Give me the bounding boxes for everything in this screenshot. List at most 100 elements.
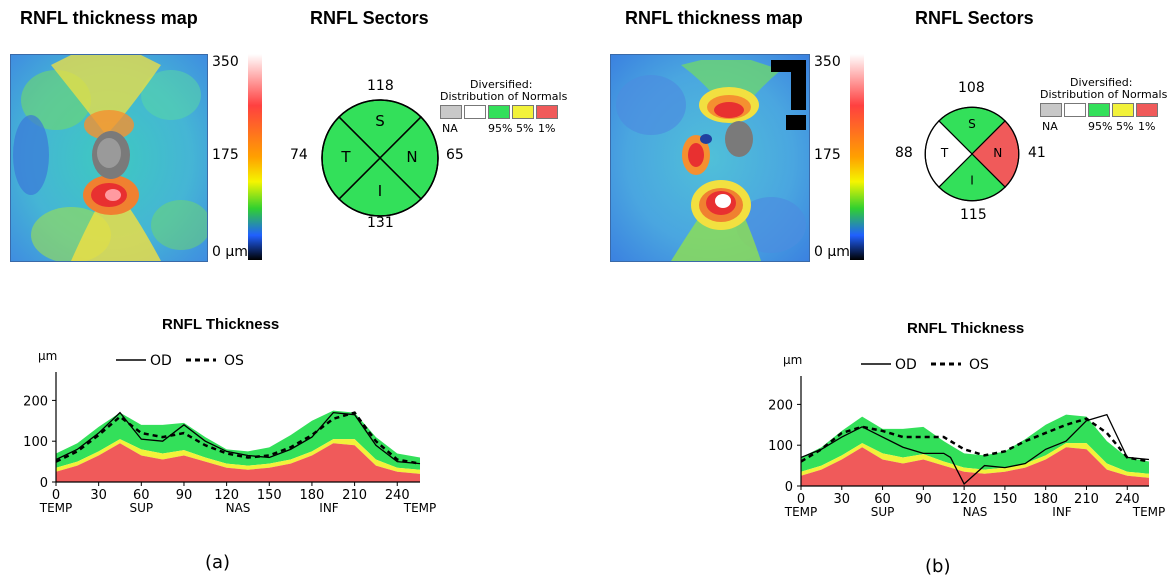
band-outside-normal (801, 447, 1149, 486)
y-tick-label: 100 (23, 435, 48, 450)
x-tick-label: 180 (1033, 492, 1058, 507)
legend-swatch-5 (512, 105, 534, 119)
x-tick-label: 30 (90, 488, 107, 503)
band-outside-normal (56, 443, 420, 482)
sector-value-t: 88 (895, 145, 913, 161)
legend-swatch-95 (1088, 103, 1110, 117)
x-tick-label: 0 (52, 488, 60, 503)
chart-title: RNFL Thickness (162, 316, 280, 333)
chart-title: RNFL Thickness (907, 320, 1025, 337)
x-tick-label: 210 (1074, 492, 1099, 507)
region-label: NAS (226, 501, 251, 515)
map-title: RNFL thickness map (625, 8, 803, 28)
region-label: INF (319, 501, 339, 515)
x-tick-label: 90 (915, 492, 932, 507)
series-os (800, 417, 1150, 463)
legend-swatch-1 (1136, 103, 1158, 117)
legend-swatches (440, 105, 570, 119)
legend-label-na: NA (1042, 120, 1058, 133)
sector-label-i: I (378, 182, 382, 200)
band-borderline (56, 439, 420, 474)
sector-value-s: 108 (958, 80, 985, 96)
series-od (55, 411, 421, 465)
x-tick-label: 60 (874, 492, 891, 507)
legend-swatch-na (440, 105, 462, 119)
sector-outline (924, 106, 1020, 202)
x-tick-label: 90 (176, 488, 193, 503)
region-label: SUP (129, 501, 153, 515)
sector-value-n: 65 (446, 147, 464, 163)
y-axis-unit: µm (783, 353, 802, 367)
band-normal (56, 410, 420, 470)
y-tick-label: 100 (768, 439, 793, 454)
color-scale-bar (248, 54, 262, 260)
x-tick-label: 180 (300, 488, 325, 503)
normals-legend: Diversified: Distribution of Normals NA … (1040, 76, 1169, 136)
legend-label-5: 5% (1116, 120, 1134, 133)
legend-label-5: 5% (516, 122, 534, 135)
color-scale-bar (850, 54, 864, 260)
legend-os-label: OS (224, 353, 244, 369)
x-tick-label: 240 (385, 488, 410, 503)
sectors-title: RNFL Sectors (915, 8, 1034, 28)
y-tick-label: 200 (768, 398, 793, 413)
scale-label-top: 350 (212, 54, 239, 70)
panel-caption: (a) (205, 552, 231, 573)
legend-swatches (1040, 103, 1164, 117)
legend-swatch-5 (1112, 103, 1134, 117)
legend-label-na: NA (442, 122, 458, 135)
sector-circle: S N I T (318, 96, 442, 225)
sector-outline (321, 99, 439, 217)
legend-swatch-95 (488, 105, 510, 119)
sector-value-s: 118 (367, 78, 394, 94)
legend-label-1: 1% (538, 122, 556, 135)
band-borderline (801, 443, 1149, 478)
x-tick-label: 120 (214, 488, 239, 503)
sector-label-n: N (406, 148, 417, 166)
region-label: TEMP (39, 501, 73, 515)
scale-label-mid: 175 (814, 147, 841, 163)
region-label: TEMP (403, 501, 437, 515)
band-normal (801, 414, 1149, 474)
region-label: INF (1052, 505, 1072, 519)
legend-title-1: Diversified: (1070, 76, 1133, 89)
scale-label-top: 350 (814, 54, 841, 70)
scale-label-bottom: 0 µm (212, 244, 248, 260)
sector-label-t: T (940, 146, 949, 160)
sector-circle: S N I T (922, 104, 1022, 209)
region-label: NAS (963, 505, 988, 519)
normals-legend: Diversified: Distribution of Normals NA … (440, 78, 570, 138)
legend-title-2: Distribution of Normals (1040, 88, 1168, 101)
legend-swatch-white (1064, 103, 1086, 117)
legend-swatch-1 (536, 105, 558, 119)
y-tick-label: 0 (785, 480, 793, 495)
region-label: TEMP (1132, 505, 1166, 519)
sector-label-i: I (970, 174, 974, 188)
thickness-chart: µm OD OS 0 100 200 0 30 60 90 120 150 180 210 240 TEMP S… (20, 340, 440, 530)
legend-od-label: OD (150, 353, 172, 369)
sector-label-s: S (968, 117, 976, 131)
sector-label-t: T (340, 148, 351, 166)
x-tick-label: 30 (834, 492, 851, 507)
x-tick-label: 150 (992, 492, 1017, 507)
legend-label-95: 95% (488, 122, 513, 135)
thickness-chart: µm OD OS 0 100 200 0 30 60 90 120 150 180 210 240 TEMP S… (765, 344, 1169, 534)
sector-value-i: 115 (960, 207, 987, 223)
region-label: SUP (871, 505, 895, 519)
y-axis-unit: µm (38, 349, 57, 363)
legend-label-95: 95% (1088, 120, 1113, 133)
rnfl-thickness-map (10, 54, 208, 262)
legend-swatch-na (1040, 103, 1062, 117)
legend-label-1: 1% (1138, 120, 1156, 133)
x-tick-label: 60 (133, 488, 150, 503)
series-os (55, 411, 421, 465)
x-tick-label: 150 (257, 488, 282, 503)
legend-od-label: OD (895, 357, 917, 373)
sector-value-t: 74 (290, 147, 308, 163)
y-tick-label: 200 (23, 394, 48, 409)
map-title: RNFL thickness map (20, 8, 198, 28)
legend-title-1: Diversified: (470, 78, 533, 91)
sectors-title: RNFL Sectors (310, 8, 429, 28)
x-tick-label: 240 (1115, 492, 1140, 507)
legend-os-label: OS (969, 357, 989, 373)
